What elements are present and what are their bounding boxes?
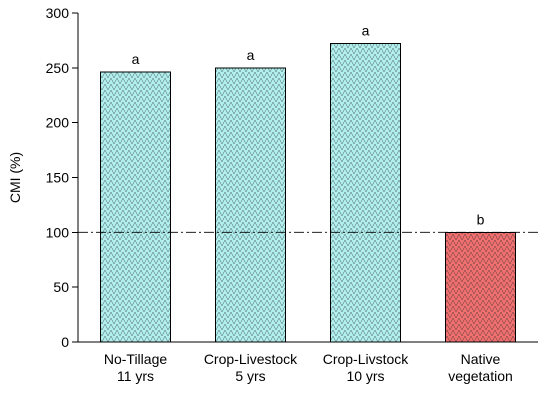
significance-label: a bbox=[362, 23, 370, 39]
significance-label: b bbox=[477, 211, 485, 227]
significance-label: a bbox=[247, 47, 255, 63]
x-category-label: Crop-Livestock bbox=[204, 351, 298, 367]
significance-label: a bbox=[132, 51, 140, 67]
x-category-label: 10 yrs bbox=[346, 368, 384, 384]
bar bbox=[445, 231, 516, 343]
x-category-label: 11 yrs bbox=[117, 368, 154, 384]
x-category-label: No-Tillage bbox=[104, 351, 167, 367]
bar bbox=[100, 71, 171, 343]
y-axis-title: CMI (%) bbox=[7, 152, 23, 203]
x-category-label: Crop-Livstock bbox=[323, 351, 410, 367]
x-category-label: Native bbox=[461, 351, 501, 367]
y-tick-label: 300 bbox=[46, 5, 70, 21]
bars-group bbox=[100, 43, 516, 343]
y-tick-label: 200 bbox=[46, 115, 70, 131]
bar bbox=[330, 43, 401, 343]
axes: 0 50 100 150 200 250 300 CMI (%) bbox=[7, 5, 538, 350]
x-category-label: vegetation bbox=[448, 368, 513, 384]
y-tick-label: 0 bbox=[61, 334, 69, 350]
bar bbox=[215, 67, 286, 343]
y-tick-label: 50 bbox=[53, 279, 69, 295]
x-category-label: 5 yrs bbox=[235, 368, 265, 384]
y-tick-label: 150 bbox=[46, 170, 70, 186]
y-tick-label: 250 bbox=[46, 60, 70, 76]
y-tick-label: 100 bbox=[46, 224, 70, 240]
